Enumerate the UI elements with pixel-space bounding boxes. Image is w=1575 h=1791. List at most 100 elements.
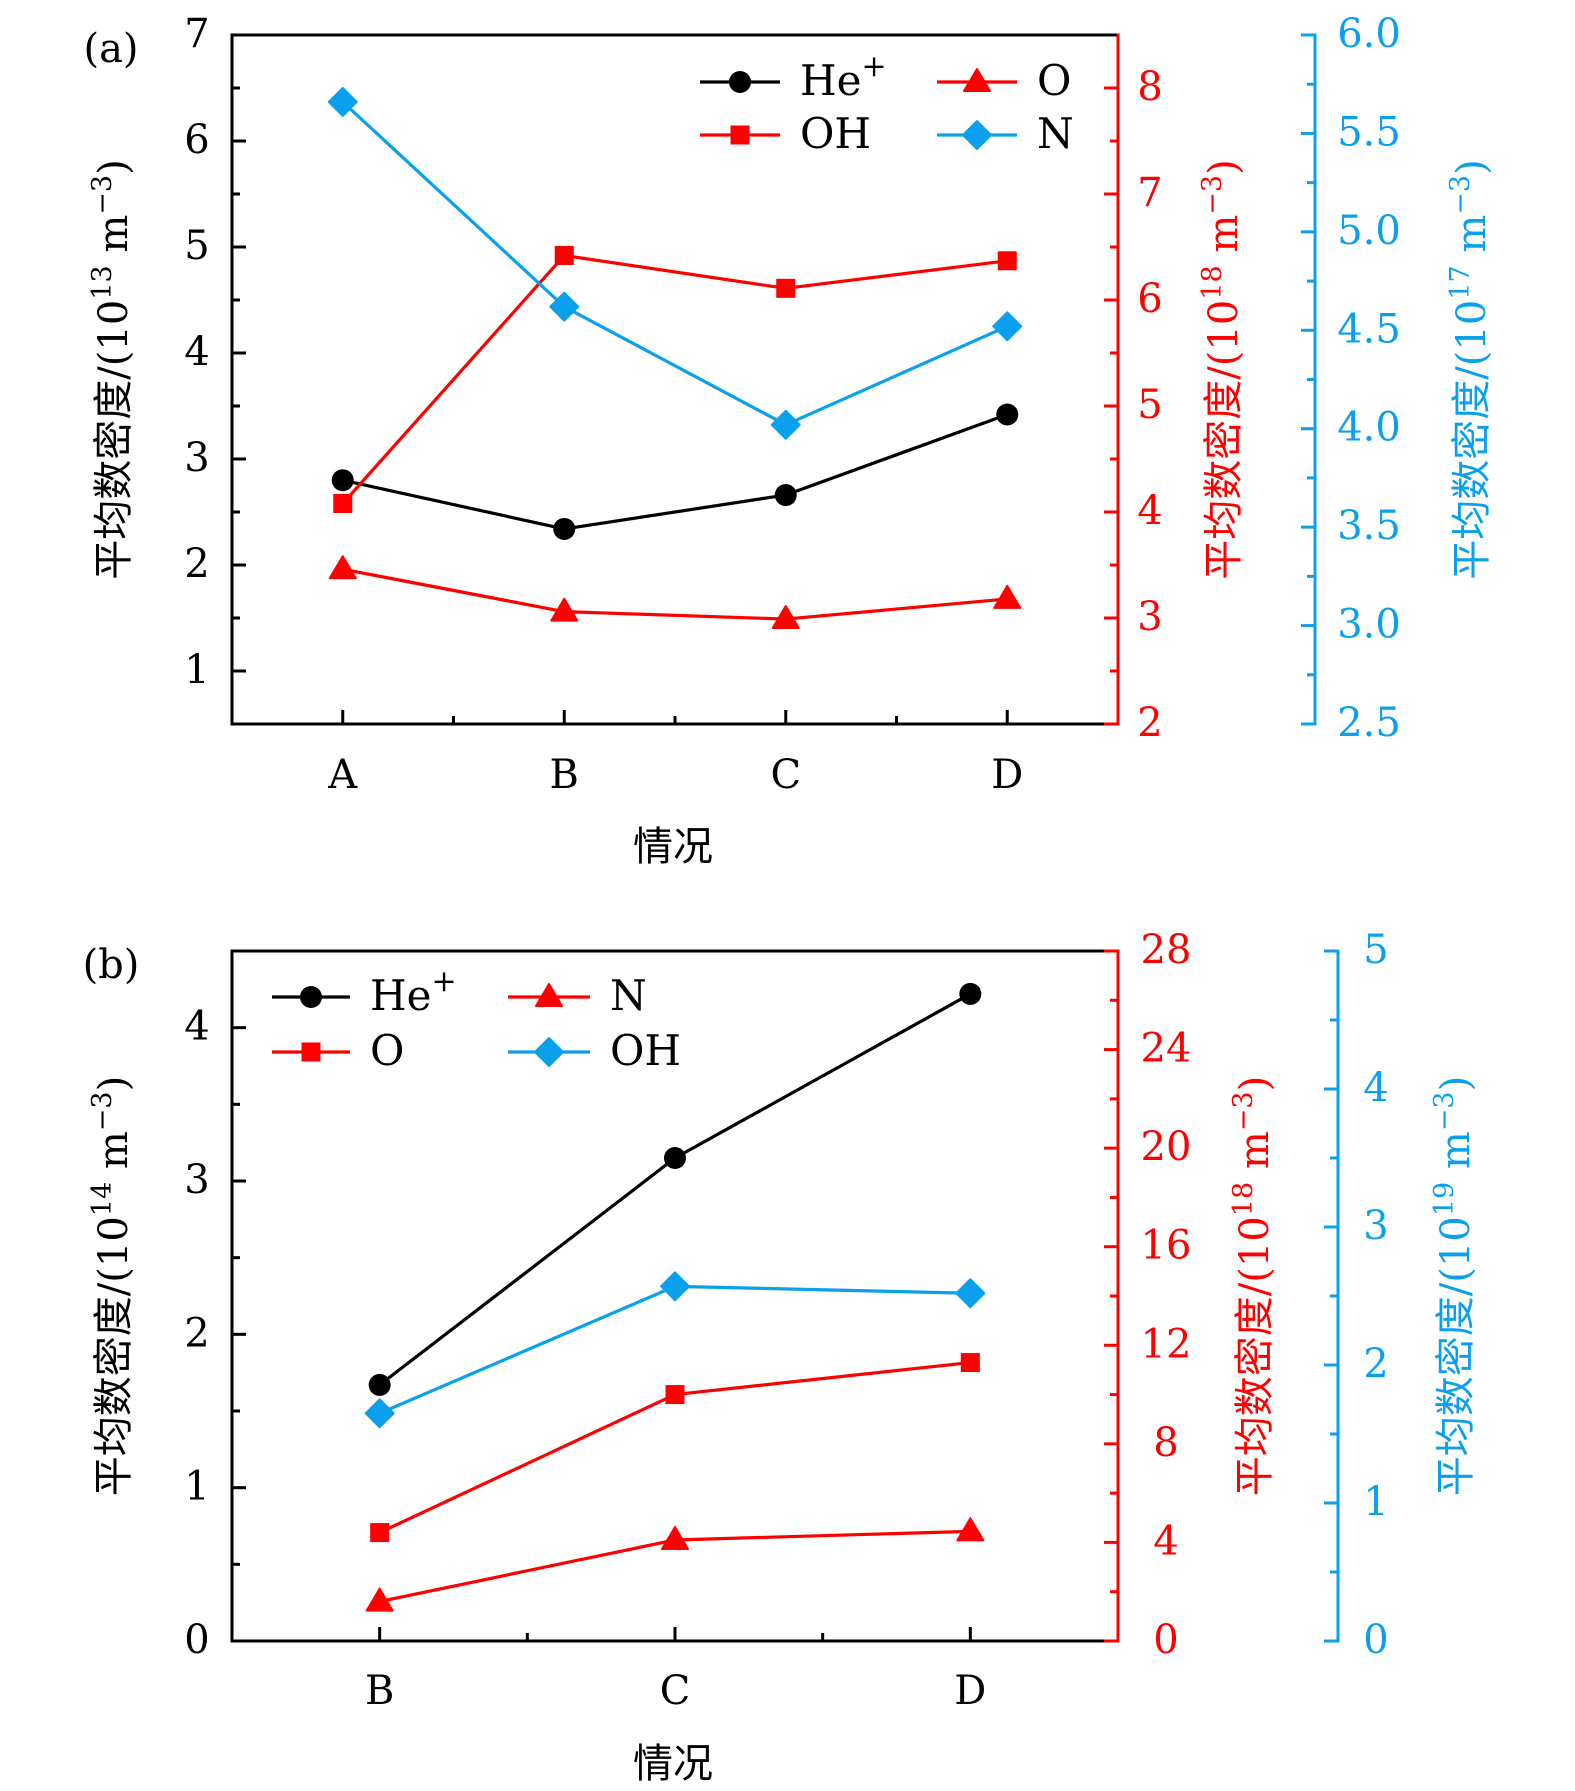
series-he-plus [331, 403, 1019, 540]
data-point-circle [959, 982, 982, 1005]
y-tick-label: 2 [1137, 700, 1162, 746]
legend-label: O [370, 1026, 404, 1075]
legend-label-main: N [610, 971, 647, 1020]
legend-label: N [610, 971, 647, 1020]
data-point-diamond [364, 1398, 395, 1429]
y-tick-label: 4 [1137, 488, 1162, 534]
data-point-circle [368, 1373, 391, 1396]
y-tick-label: 5 [1137, 382, 1162, 428]
y-tick-label: 3.0 [1337, 602, 1401, 648]
panel-label: (a) [83, 26, 138, 72]
data-point-circle [774, 484, 797, 507]
legend-item: OH [508, 1026, 681, 1075]
y-tick-label: 2 [184, 541, 209, 587]
legend-label: He+ [370, 964, 457, 1020]
legend-label: N [1037, 109, 1074, 158]
y-tick-label: 0 [184, 1617, 209, 1663]
x-tick-label: C [770, 752, 801, 798]
data-point-square [554, 245, 574, 265]
legend-label-main: OH [800, 109, 871, 158]
legend-marker-circle [729, 71, 751, 93]
data-point-triangle [661, 1525, 689, 1550]
y-tick-label: 7 [184, 11, 209, 57]
legend-label: OH [610, 1026, 681, 1075]
y-tick-label: 5.0 [1337, 208, 1401, 254]
x-axis-title: 情况 [633, 1741, 713, 1787]
left-y-axis-title: 平均数密度/(1014 m−3) [87, 1076, 138, 1496]
axis-title-unit-exponent: −3 [87, 175, 118, 215]
y-tick-label: 4.0 [1337, 405, 1401, 451]
y-tick-label: 6 [1137, 276, 1162, 322]
axis-title-main: 平均数密度/(10 [1232, 1216, 1278, 1496]
y-tick-label: 4 [184, 1004, 209, 1050]
data-point-diamond [955, 1278, 986, 1309]
axis-title-unit: m [1201, 215, 1247, 266]
series-n [365, 1517, 985, 1612]
axis-title-close: ) [1201, 159, 1247, 175]
axis-title-exponent: 14 [87, 1182, 118, 1216]
axis-title-main: 平均数密度/(10 [91, 1216, 137, 1496]
y-tick-label: 8 [1137, 64, 1162, 110]
legend-label-main: OH [610, 1026, 681, 1075]
series-oh [333, 245, 1017, 514]
y-tick-label: 4.5 [1337, 306, 1401, 352]
legend-label-main: He [800, 56, 861, 105]
legend-marker-diamond [534, 1037, 564, 1067]
legend: He+ O OH N [700, 49, 1074, 158]
axis-title-close: ) [1232, 1076, 1278, 1092]
y-tick-label: 0 [1153, 1617, 1178, 1663]
axis-title-main: 平均数密度/(10 [91, 300, 137, 580]
data-point-triangle [993, 584, 1022, 609]
axis-title-unit: m [1433, 1131, 1479, 1182]
data-point-diamond [992, 311, 1023, 342]
right2-y-axis: 0 1 2 3 4 5 平均数密度/(1019 m−3) [1324, 927, 1479, 1663]
series-o [370, 1353, 980, 1543]
data-point-triangle [771, 605, 800, 630]
legend-marker-circle [300, 986, 322, 1008]
data-point-triangle [365, 1587, 394, 1612]
axis-title-exponent: 19 [1429, 1182, 1460, 1216]
legend-item: N [937, 109, 1074, 158]
data-point-square [370, 1523, 390, 1543]
x-tick-label: A [327, 752, 358, 798]
axis-title-exponent: 17 [1445, 265, 1476, 299]
axis-title-close: ) [91, 159, 137, 175]
legend-label-superscript: + [861, 49, 886, 84]
y-tick-label: 28 [1141, 927, 1192, 973]
axis-title-main: 平均数密度/(10 [1201, 300, 1247, 580]
axis-title-unit: m [91, 1131, 137, 1182]
right-y-axis-title: 平均数密度/(1018 m−3) [1197, 159, 1248, 579]
y-tick-label: 1 [1363, 1479, 1388, 1525]
legend-label-main: N [1037, 109, 1074, 158]
y-tick-label: 6 [184, 117, 209, 163]
y-tick-label: 3 [184, 1157, 209, 1203]
legend-item: N [508, 971, 647, 1020]
y-tick-label: 2 [184, 1310, 209, 1356]
axis-title-exponent: 13 [87, 265, 118, 299]
axis-title-unit: m [1232, 1131, 1278, 1182]
axis-title-close: ) [1449, 159, 1495, 175]
series-n [327, 86, 1023, 440]
data-point-diamond [549, 291, 580, 322]
data-point-diamond [770, 409, 801, 440]
right2-y-axis-title: 平均数密度/(1019 m−3) [1429, 1076, 1480, 1496]
data-point-square [333, 494, 353, 514]
y-tick-label: 20 [1141, 1124, 1192, 1170]
legend-label: OH [800, 109, 871, 158]
y-tick-label: 3 [1137, 594, 1162, 640]
y-tick-label: 5 [1363, 927, 1388, 973]
legend-label-main: O [1037, 56, 1071, 105]
axis-title-unit: m [1449, 215, 1495, 266]
series-line [341, 253, 1008, 505]
y-tick-label: 6.0 [1337, 11, 1401, 57]
series-he-plus [368, 982, 982, 1396]
y-tick-label: 5.5 [1337, 109, 1401, 155]
right-y-axis: 0 4 8 12 16 20 24 28 平均数密度/(1018 m−3) [1104, 927, 1278, 1663]
x-axis-title: 情况 [633, 824, 713, 870]
y-tick-label: 5 [184, 223, 209, 269]
series-oh [364, 1271, 986, 1429]
y-tick-label: 1 [184, 647, 209, 693]
x-tick-label: D [954, 1668, 986, 1714]
